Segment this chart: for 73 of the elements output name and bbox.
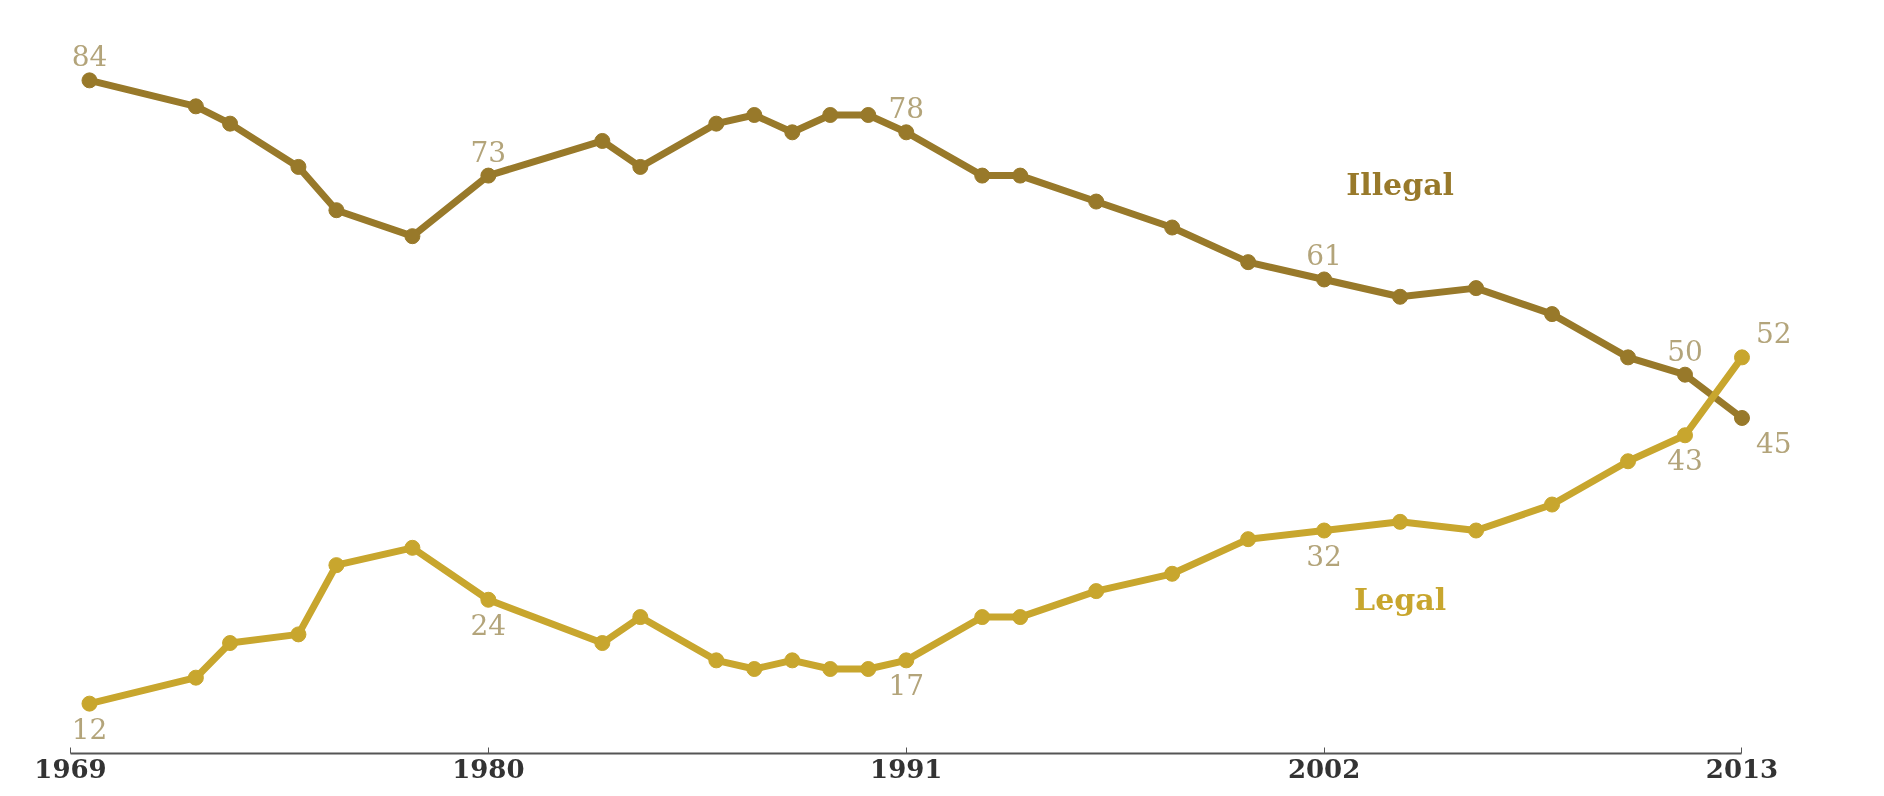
point	[404, 539, 421, 556]
point	[404, 228, 421, 245]
point	[480, 167, 497, 184]
point	[81, 72, 98, 89]
data-label: 12	[71, 712, 108, 746]
data-label: 17	[888, 669, 925, 703]
point	[1240, 254, 1257, 271]
point	[632, 609, 649, 626]
point	[860, 661, 877, 677]
data-label: 61	[1306, 239, 1342, 273]
point	[746, 661, 763, 677]
point	[1677, 427, 1694, 444]
data-label: 73	[470, 135, 507, 169]
point	[1240, 531, 1257, 548]
data-label: 43	[1667, 444, 1703, 478]
data-label: 84	[71, 40, 108, 74]
point	[290, 158, 307, 175]
point	[222, 635, 239, 652]
point	[187, 669, 204, 686]
point	[222, 115, 239, 132]
point	[1620, 453, 1637, 470]
x-tick-label: 2002	[1287, 753, 1361, 784]
point	[1088, 583, 1105, 600]
point	[632, 158, 649, 175]
point	[81, 695, 98, 712]
point	[822, 661, 839, 677]
point	[708, 652, 725, 669]
data-label: 45	[1756, 426, 1792, 460]
point	[974, 167, 991, 184]
point	[822, 107, 839, 123]
x-tick-label: 2013	[1705, 753, 1779, 784]
data-label: 52	[1756, 317, 1792, 351]
point	[594, 635, 611, 652]
point	[1392, 513, 1409, 530]
point	[1088, 193, 1105, 210]
x-tick-label: 1991	[870, 753, 943, 784]
point	[974, 609, 991, 626]
point	[328, 202, 345, 219]
point	[480, 591, 497, 608]
point	[187, 98, 204, 115]
point	[328, 557, 345, 574]
x-tick-label: 1969	[34, 753, 107, 784]
point	[784, 652, 801, 669]
x-tick-label: 1980	[452, 753, 525, 784]
point	[1544, 496, 1561, 513]
point	[594, 132, 611, 149]
point	[784, 124, 801, 141]
point	[1012, 167, 1029, 184]
text: Illegal	[1346, 166, 1454, 202]
point	[1012, 609, 1029, 626]
point	[1677, 366, 1694, 383]
point	[1164, 565, 1181, 582]
point	[1544, 306, 1561, 323]
point	[1316, 522, 1333, 539]
data-label: 32	[1306, 539, 1342, 573]
point	[1392, 288, 1409, 305]
data-label: 78	[888, 92, 925, 126]
point	[708, 115, 725, 132]
point	[1468, 280, 1485, 297]
point	[1734, 349, 1750, 366]
point	[860, 107, 877, 123]
series-label: Legal	[1354, 581, 1447, 617]
point	[1164, 219, 1181, 236]
point	[898, 652, 915, 669]
point	[1734, 409, 1750, 426]
point	[746, 107, 763, 123]
point	[290, 626, 307, 643]
point	[1468, 522, 1485, 539]
point	[898, 124, 915, 141]
point	[1316, 271, 1333, 288]
data-label: 24	[470, 608, 507, 642]
data-label: 50	[1667, 334, 1703, 368]
point	[1620, 349, 1637, 366]
